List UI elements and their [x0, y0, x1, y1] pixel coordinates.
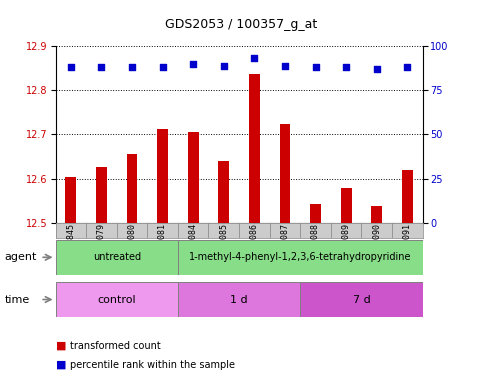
Bar — [96, 167, 107, 223]
Text: 1 d: 1 d — [230, 295, 248, 305]
Point — [67, 64, 75, 70]
Point — [220, 63, 227, 69]
Text: ■: ■ — [56, 341, 66, 351]
Text: GSM108086: GSM108086 — [250, 223, 259, 268]
Text: time: time — [5, 295, 30, 305]
Point — [373, 66, 381, 72]
Text: GSM107845: GSM107845 — [66, 223, 75, 268]
Bar — [157, 129, 168, 223]
Point — [189, 61, 197, 67]
Point — [403, 64, 411, 70]
Text: GSM108091: GSM108091 — [403, 223, 412, 268]
Bar — [127, 154, 137, 223]
Bar — [341, 188, 352, 223]
Bar — [218, 161, 229, 223]
Text: GSM108088: GSM108088 — [311, 223, 320, 268]
Text: ■: ■ — [56, 360, 66, 370]
Bar — [178, 282, 300, 317]
Bar — [280, 124, 290, 223]
Point — [342, 64, 350, 70]
Bar — [249, 74, 260, 223]
Text: GSM108080: GSM108080 — [128, 223, 137, 268]
Point — [251, 55, 258, 61]
Point — [98, 64, 105, 70]
Bar — [178, 240, 423, 275]
Text: GSM108087: GSM108087 — [281, 223, 289, 268]
Bar — [300, 282, 423, 317]
Text: untreated: untreated — [93, 252, 141, 262]
Bar — [56, 240, 178, 275]
Bar — [56, 282, 178, 317]
Text: percentile rank within the sample: percentile rank within the sample — [70, 360, 235, 370]
Text: GSM108081: GSM108081 — [158, 223, 167, 268]
Point — [159, 64, 167, 70]
Text: GSM108084: GSM108084 — [189, 223, 198, 268]
Text: GSM108085: GSM108085 — [219, 223, 228, 268]
Point — [312, 64, 319, 70]
Text: transformed count: transformed count — [70, 341, 161, 351]
Text: GSM108090: GSM108090 — [372, 223, 381, 268]
Point — [281, 63, 289, 69]
Bar — [188, 132, 199, 223]
Text: agent: agent — [5, 252, 37, 262]
Text: GSM108079: GSM108079 — [97, 223, 106, 268]
Text: GSM108089: GSM108089 — [341, 223, 351, 268]
Point — [128, 64, 136, 70]
Bar — [310, 204, 321, 223]
Text: 7 d: 7 d — [353, 295, 370, 305]
Text: GDS2053 / 100357_g_at: GDS2053 / 100357_g_at — [165, 18, 318, 31]
Text: 1-methyl-4-phenyl-1,2,3,6-tetrahydropyridine: 1-methyl-4-phenyl-1,2,3,6-tetrahydropyri… — [189, 252, 412, 262]
Text: control: control — [98, 295, 136, 305]
Bar — [371, 206, 382, 223]
Bar — [402, 170, 412, 223]
Bar — [66, 177, 76, 223]
